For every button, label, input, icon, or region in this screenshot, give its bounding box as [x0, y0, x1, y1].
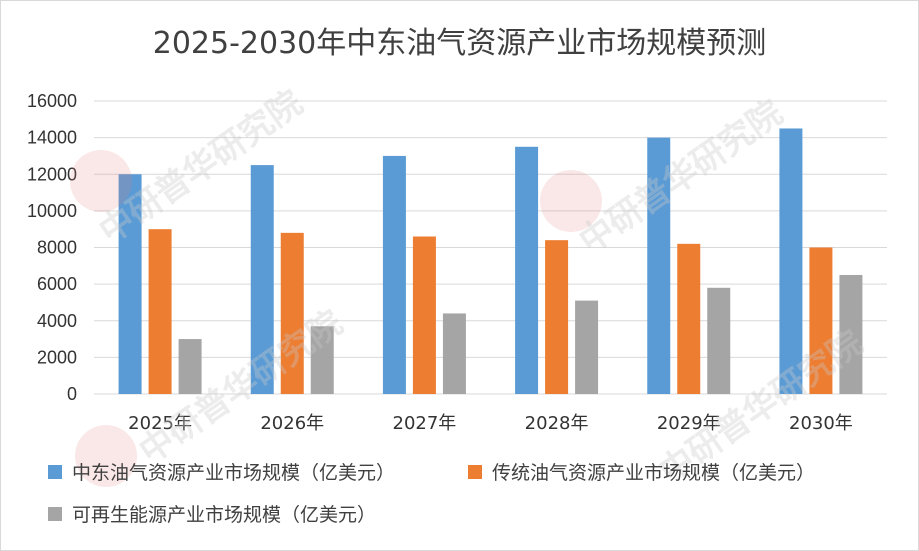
y-tick-label: 0	[67, 384, 77, 404]
bar	[839, 274, 863, 394]
bar	[575, 300, 599, 394]
legend-swatch	[468, 464, 482, 479]
x-category-label: 2028年	[525, 413, 589, 434]
y-tick-label: 8000	[37, 238, 77, 258]
bar	[515, 146, 539, 394]
bar	[178, 339, 202, 394]
bar	[809, 247, 833, 394]
y-tick-label: 16000	[27, 91, 77, 111]
bar	[310, 326, 334, 394]
x-axis-categories: 2025年 2026年 2027年 2028年 2029年 2030年	[128, 413, 853, 434]
x-category-label: 2027年	[393, 413, 457, 434]
x-category-label: 2025年	[128, 413, 192, 434]
x-category-label: 2029年	[657, 413, 721, 434]
legend-swatch	[48, 464, 62, 479]
bar	[382, 155, 406, 394]
y-tick-label: 14000	[27, 128, 77, 148]
legend-item: 可再生能源产业市场规模（亿美元）	[48, 500, 376, 527]
y-tick-label: 2000	[37, 347, 77, 367]
legend-label: 中东油气资源产业市场规模（亿美元）	[72, 462, 396, 484]
legend-item: 传统油气资源产业市场规模（亿美元）	[468, 458, 815, 485]
bar	[250, 165, 274, 394]
bar	[647, 137, 671, 394]
y-tick-label: 10000	[27, 201, 77, 221]
legend-swatch	[48, 506, 62, 521]
x-category-label: 2026年	[260, 413, 324, 434]
y-tick-label: 4000	[37, 311, 77, 331]
bar	[118, 174, 142, 394]
gridlines	[94, 100, 887, 395]
bar	[412, 236, 436, 394]
bar	[442, 313, 466, 394]
bar	[280, 232, 304, 394]
legend-item: 中东油气资源产业市场规模（亿美元）	[48, 458, 395, 485]
bars	[118, 128, 863, 394]
bar	[148, 229, 172, 394]
x-category-label: 2030年	[789, 413, 853, 434]
bar	[677, 243, 701, 394]
bar	[779, 128, 803, 394]
y-axis-ticks: 0 2000 4000 6000 8000 10000 12000 14000 16000	[27, 91, 77, 404]
chart-title: 2025-2030年中东油气资源产业市场规模预测	[152, 26, 767, 61]
y-tick-label: 12000	[27, 164, 77, 184]
bar	[707, 287, 731, 394]
bar	[545, 240, 569, 394]
legend-label: 传统油气资源产业市场规模（亿美元）	[492, 462, 816, 484]
y-tick-label: 6000	[37, 274, 77, 294]
legend-label: 可再生能源产业市场规模（亿美元）	[72, 504, 377, 526]
